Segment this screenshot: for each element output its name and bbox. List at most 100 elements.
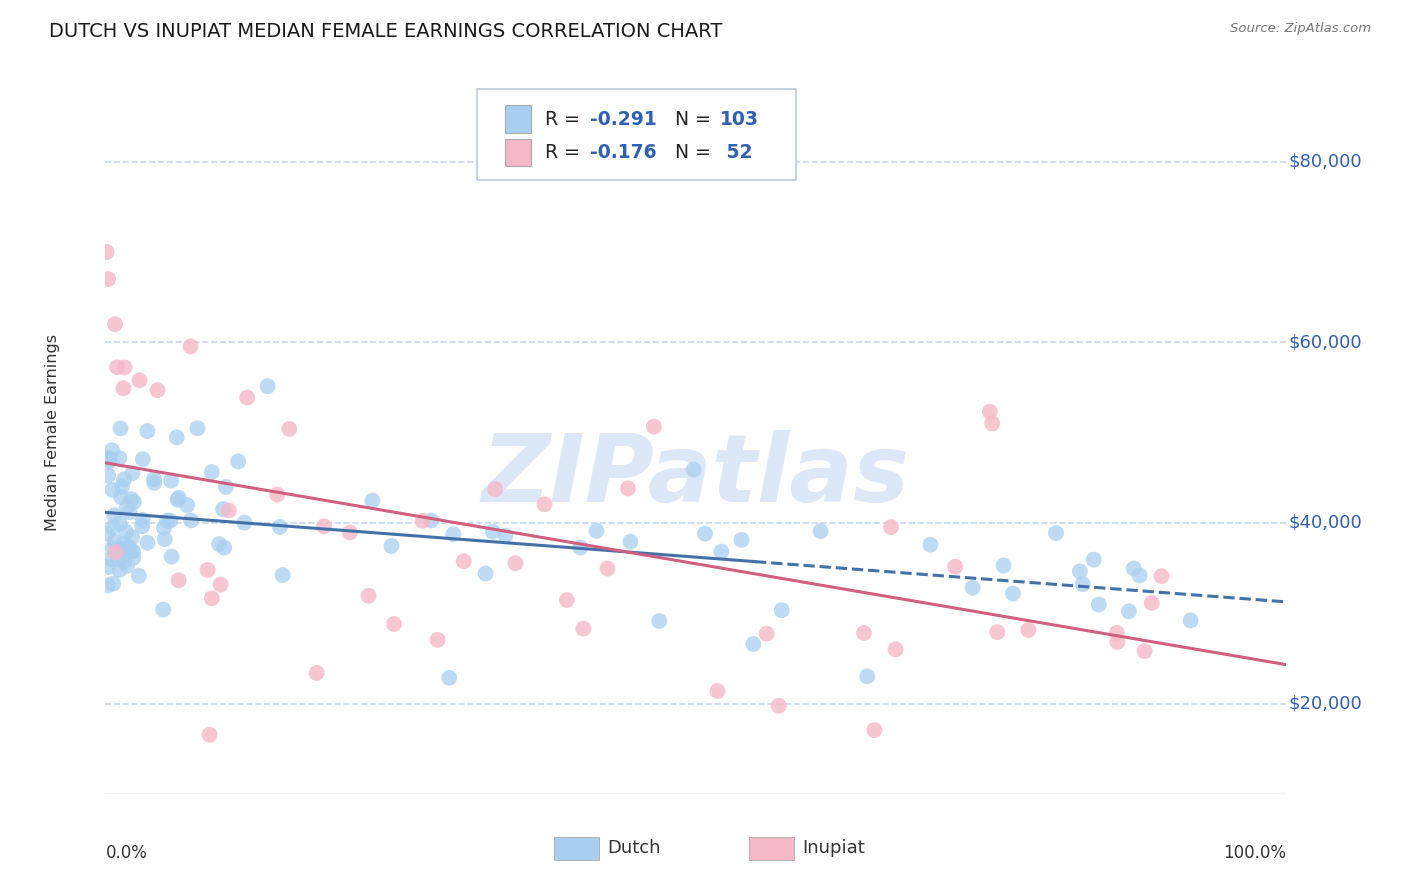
Point (114, 360, 136, 375)
FancyBboxPatch shape (749, 837, 794, 860)
Point (97, 560, 120, 574)
Point (104, 318, 127, 332)
Text: 0.0%: 0.0% (105, 845, 148, 863)
Point (110, 490, 132, 504)
Point (107, 552, 129, 566)
Point (201, 591, 224, 606)
Text: N =: N = (675, 110, 717, 128)
Point (97, 578, 120, 592)
Point (201, 465, 224, 479)
FancyBboxPatch shape (505, 105, 530, 133)
Point (115, 500, 138, 515)
Point (768, 698, 790, 713)
Point (208, 537, 231, 551)
Point (1017, 623, 1039, 637)
Point (96, 245, 118, 260)
Point (1045, 526, 1067, 541)
Point (981, 417, 1004, 431)
Point (505, 556, 527, 570)
Point (153, 532, 176, 546)
Point (122, 495, 145, 509)
Point (648, 614, 671, 628)
Point (176, 498, 198, 512)
Point (617, 481, 640, 495)
Point (180, 339, 202, 353)
Point (770, 603, 793, 617)
Point (256, 379, 278, 393)
Text: Median Female Earnings: Median Female Earnings (45, 334, 60, 531)
Point (122, 544, 145, 558)
Point (112, 472, 135, 486)
Point (101, 541, 124, 556)
Point (305, 665, 328, 680)
Point (136, 424, 159, 438)
Point (412, 514, 434, 528)
Point (101, 483, 124, 497)
Point (156, 514, 179, 528)
Point (943, 559, 966, 574)
Point (128, 373, 150, 387)
Point (97, 450, 120, 465)
Point (103, 534, 125, 549)
Point (108, 516, 131, 531)
Point (110, 421, 132, 435)
Point (152, 602, 174, 616)
Point (1133, 644, 1156, 658)
Point (160, 474, 183, 488)
Point (884, 642, 907, 657)
Point (120, 492, 142, 507)
Point (167, 491, 190, 505)
Point (962, 581, 984, 595)
Point (1001, 586, 1024, 600)
Point (1150, 569, 1173, 583)
Point (572, 622, 595, 636)
Point (136, 536, 159, 550)
FancyBboxPatch shape (505, 138, 530, 166)
Point (111, 479, 134, 493)
Point (269, 520, 291, 534)
Point (710, 544, 733, 558)
Point (101, 520, 124, 534)
Point (121, 466, 143, 480)
Point (474, 566, 496, 581)
Point (103, 576, 125, 591)
Point (236, 391, 259, 405)
FancyBboxPatch shape (478, 89, 796, 180)
Point (993, 558, 1015, 573)
Point (852, 626, 875, 640)
Point (856, 669, 879, 683)
Point (112, 555, 135, 569)
Point (569, 541, 592, 555)
Point (97, 455, 120, 469)
Point (920, 538, 942, 552)
Point (420, 514, 443, 528)
Point (453, 554, 475, 568)
Text: -0.176: -0.176 (589, 143, 657, 161)
Point (706, 684, 728, 698)
Point (112, 537, 135, 551)
Point (1083, 552, 1105, 566)
Point (682, 462, 704, 476)
Point (98, 452, 121, 467)
Point (278, 422, 301, 436)
Point (115, 524, 138, 539)
Point (112, 381, 135, 395)
Point (880, 520, 903, 534)
Point (437, 671, 460, 685)
Point (693, 526, 716, 541)
Point (1180, 614, 1202, 628)
Text: R =: R = (544, 143, 586, 161)
Point (180, 513, 202, 527)
Text: N =: N = (675, 143, 717, 161)
Point (533, 497, 555, 511)
Point (103, 508, 125, 523)
Point (105, 360, 128, 375)
Point (215, 480, 238, 494)
Point (643, 419, 665, 434)
Point (166, 430, 188, 444)
Text: $40,000: $40,000 (1289, 514, 1362, 532)
Point (166, 492, 188, 507)
Point (198, 728, 221, 742)
Point (121, 530, 143, 544)
Point (186, 421, 208, 435)
